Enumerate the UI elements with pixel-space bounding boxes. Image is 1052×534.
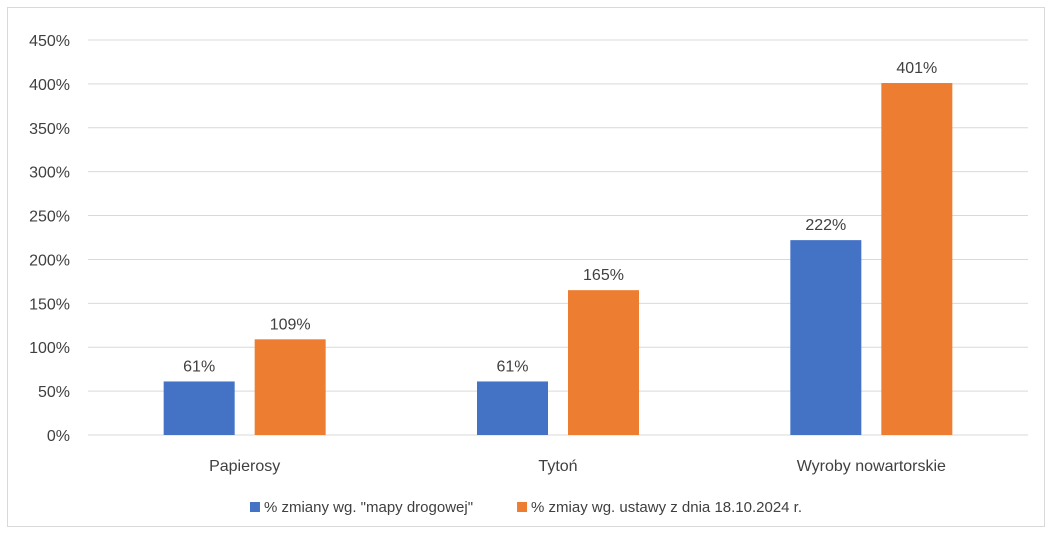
y-tick-label: 0%: [47, 428, 70, 445]
data-label: 109%: [270, 316, 311, 333]
legend-swatch: [517, 502, 528, 512]
y-tick-label: 300%: [29, 165, 70, 182]
y-tick-label: 400%: [29, 77, 70, 94]
legend-item: % zmiany wg. "mapy drogowej": [249, 499, 473, 516]
gridlines: [88, 39, 1028, 436]
data-label: 61%: [496, 358, 528, 375]
chart-frame: [7, 7, 1045, 527]
bar-act-0: [254, 339, 326, 435]
y-tick-label: 350%: [29, 121, 70, 138]
bars: [163, 83, 953, 435]
x-tick-label: Wyroby nowartorskie: [797, 458, 946, 475]
bar-act-2: [881, 83, 953, 435]
bar-roadmap-0: [163, 381, 235, 435]
bar-roadmap-1: [477, 381, 548, 435]
x-axis-tick-labels: Papierosy Tytoń Wyroby nowartorskie: [209, 458, 946, 475]
data-label: 165%: [583, 267, 624, 284]
legend: % zmiany wg. "mapy drogowej" % zmiay wg. …: [249, 499, 802, 516]
y-tick-label: 450%: [29, 33, 70, 50]
y-axis-tick-labels: 0% 50% 100% 150% 200% 250% 300% 350% 400% 450%: [29, 33, 70, 445]
legend-item: % zmiay wg. ustawy z dnia 18.10.2024 r.: [517, 499, 802, 516]
data-label: 222%: [805, 217, 846, 234]
data-label: 401%: [896, 60, 937, 77]
x-tick-label: Papierosy: [209, 458, 280, 475]
y-tick-label: 50%: [38, 384, 70, 401]
legend-label: % zmiany wg. "mapy drogowej": [264, 499, 473, 516]
bar-roadmap-2: [790, 240, 862, 435]
legend-label: % zmiay wg. ustawy z dnia 18.10.2024 r.: [531, 499, 802, 516]
y-tick-label: 250%: [29, 209, 70, 226]
bar-act-1: [568, 290, 639, 435]
y-tick-label: 100%: [29, 340, 70, 357]
y-tick-label: 200%: [29, 252, 70, 269]
data-labels: 61% 109% 61% 165% 222% 401%: [183, 60, 937, 375]
legend-swatch: [249, 502, 260, 512]
y-tick-label: 150%: [29, 296, 70, 313]
data-label: 61%: [183, 358, 215, 375]
x-tick-label: Tytoń: [538, 458, 577, 475]
